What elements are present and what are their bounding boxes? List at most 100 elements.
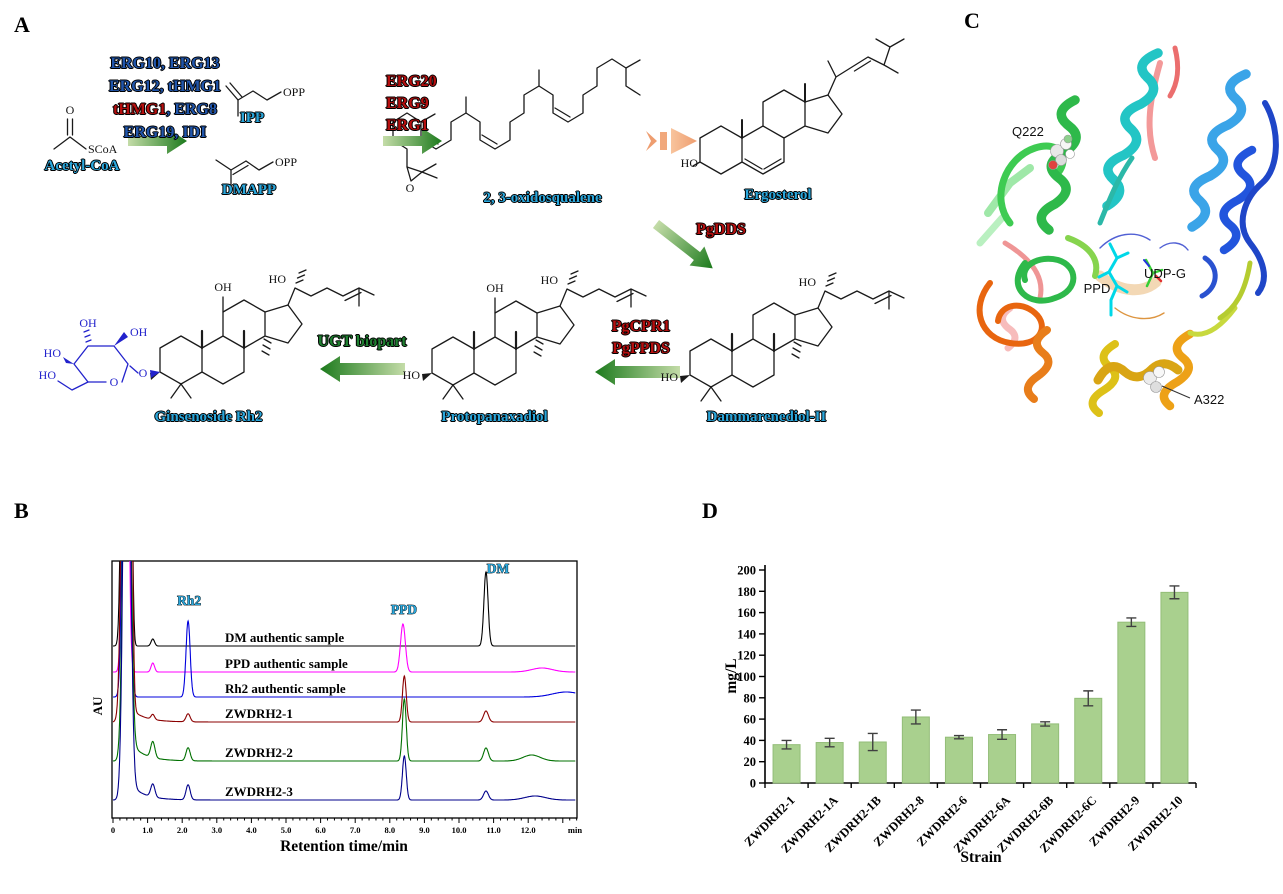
x-axis-label: Retention time/min: [280, 838, 408, 855]
trace-label: PPD authentic sample: [225, 656, 348, 671]
svg-text:12.0: 12.0: [521, 825, 536, 835]
structure-ipp: [225, 82, 282, 117]
atom-label-ho: HO: [681, 156, 699, 170]
svg-text:5.0: 5.0: [281, 825, 292, 835]
trace-zwdrh2-1: [112, 561, 576, 723]
svg-text:8.0: 8.0: [384, 825, 395, 835]
structure-ergosterol: [692, 38, 905, 175]
atom-label-ho: HO: [799, 275, 817, 289]
x-axis-label: Strain: [960, 849, 1002, 866]
protein-cartoon: [976, 45, 1279, 417]
y-tick-label: 20: [744, 755, 757, 769]
compound-ginsenoside-rh2: Ginsenoside Rh2: [154, 409, 263, 425]
arrow-step1: [128, 128, 187, 154]
bar-zwdrh2-6a: [988, 734, 1017, 784]
atom-label-ho: HO: [269, 272, 287, 286]
error-bar: [781, 739, 792, 750]
enzyme-erg9: ERG9: [386, 95, 429, 112]
trace-zwdrh2-3: [112, 561, 576, 801]
y-tick-label: 120: [737, 649, 756, 663]
y-axis-label: AU: [90, 696, 105, 715]
chromatogram-plot: 0 1.0 2.0 3.0 4.0 5.0 6.0 7.0 8.0 9.0 10.0 11.0 12.0…: [90, 560, 582, 855]
atom-label-o: O: [66, 103, 75, 117]
svg-text:6.0: 6.0: [315, 825, 326, 835]
svg-text:7.0: 7.0: [350, 825, 361, 835]
y-tick-label: 100: [737, 670, 756, 684]
enzyme-ugt-biopart: UGT biopart: [317, 333, 407, 350]
peak-label-rh2: Rh2: [177, 593, 201, 608]
structure-dammarenediol: [678, 271, 906, 403]
atom-label-oh: OH: [130, 325, 148, 339]
svg-text:1.0: 1.0: [142, 825, 153, 835]
trace-label: ZWDRH2-1: [225, 706, 293, 721]
bar-zwdrh2-8: [901, 716, 930, 784]
error-bar: [824, 737, 835, 748]
atom-label-ho: HO: [39, 368, 57, 382]
enzyme-erg20: ERG20: [386, 73, 437, 90]
bar-zwdrh2-6: [944, 736, 973, 784]
arrow-pgppds: [595, 359, 680, 385]
svg-text:0: 0: [111, 825, 115, 835]
compound-ergosterol: Ergosterol: [744, 187, 812, 203]
peak-label-ppd: PPD: [391, 602, 417, 617]
panel-label-d: D: [702, 498, 718, 523]
structure-protopanaxadiol: [420, 269, 648, 401]
atom-label-o: O: [110, 375, 119, 389]
panel-label-c: C: [964, 8, 980, 33]
error-bar: [1169, 585, 1180, 600]
ligand-ppd-sticks: [1097, 242, 1130, 317]
error-bar: [1126, 617, 1137, 628]
atom-label-ho: HO: [44, 346, 62, 360]
protein-label-q222: Q222: [1012, 124, 1044, 139]
trace-zwdrh2-2: [112, 561, 576, 762]
enzyme-step1-line3: tHMG1, ERG8: [103, 101, 227, 119]
compound-ipp: IPP: [239, 110, 265, 126]
error-bar: [1083, 690, 1094, 707]
enzyme-step1-line1: ERG10, ERG13: [110, 55, 220, 72]
arrow-pgdds: [652, 220, 713, 269]
bar-zwdrh2-9: [1117, 621, 1146, 784]
error-bar: [953, 734, 964, 740]
ligand-udpg-sticks: [1143, 258, 1164, 288]
chromatogram-plot-box: [111, 560, 578, 819]
trace-rh2-authentic-sample: [113, 561, 576, 698]
atom-label-ho: HO: [541, 273, 559, 287]
svg-text:11.0: 11.0: [486, 825, 500, 835]
arrow-dashed-orange: [646, 128, 697, 154]
arrow-ugt: [320, 356, 405, 382]
error-bar: [1040, 721, 1051, 727]
svg-text:2.0: 2.0: [177, 825, 188, 835]
svg-text:10.0: 10.0: [452, 825, 467, 835]
error-bar: [867, 732, 878, 752]
enzyme-pgppds: PgPPDS: [612, 340, 670, 357]
trace-label: DM authentic sample: [225, 630, 344, 645]
y-tick-label: 0: [750, 777, 756, 791]
y-tick-label: 80: [744, 691, 757, 705]
residue-q222-spheres: [1048, 134, 1075, 170]
atom-label-opp: OPP: [283, 85, 305, 99]
enzyme-erg1: ERG1: [386, 117, 429, 134]
compound-dmapp: DMAPP: [221, 182, 277, 198]
atom-label-ho: HO: [661, 370, 679, 384]
x-axis-ticks: [112, 818, 578, 823]
enzyme-step1-line4: ERG19, IDI: [123, 124, 207, 141]
compound-acetyl-coa: Acetyl-CoA: [44, 158, 120, 174]
bar-zwdrh2-1: [772, 744, 801, 784]
structure-ginsenoside-rh2: [57, 268, 376, 400]
svg-text:3.0: 3.0: [211, 825, 222, 835]
y-tick-label: 200: [737, 564, 756, 578]
svg-text:min: min: [568, 825, 582, 835]
panel-label-a: A: [14, 12, 30, 37]
structure-dmapp: [215, 159, 274, 187]
protein-label-a322: A322: [1194, 392, 1224, 407]
atom-label-oh: OH: [486, 281, 504, 295]
atom-label-scoa: SCoA: [88, 142, 118, 156]
compound-oxidosqualene: 2, 3-oxidosqualene: [483, 190, 602, 206]
protein-label-udpg: UDP-G: [1144, 266, 1186, 281]
panel-label-b: B: [14, 498, 29, 523]
trace-label: Rh2 authentic sample: [225, 681, 346, 696]
bar-zwdrh2-6c: [1074, 697, 1103, 784]
